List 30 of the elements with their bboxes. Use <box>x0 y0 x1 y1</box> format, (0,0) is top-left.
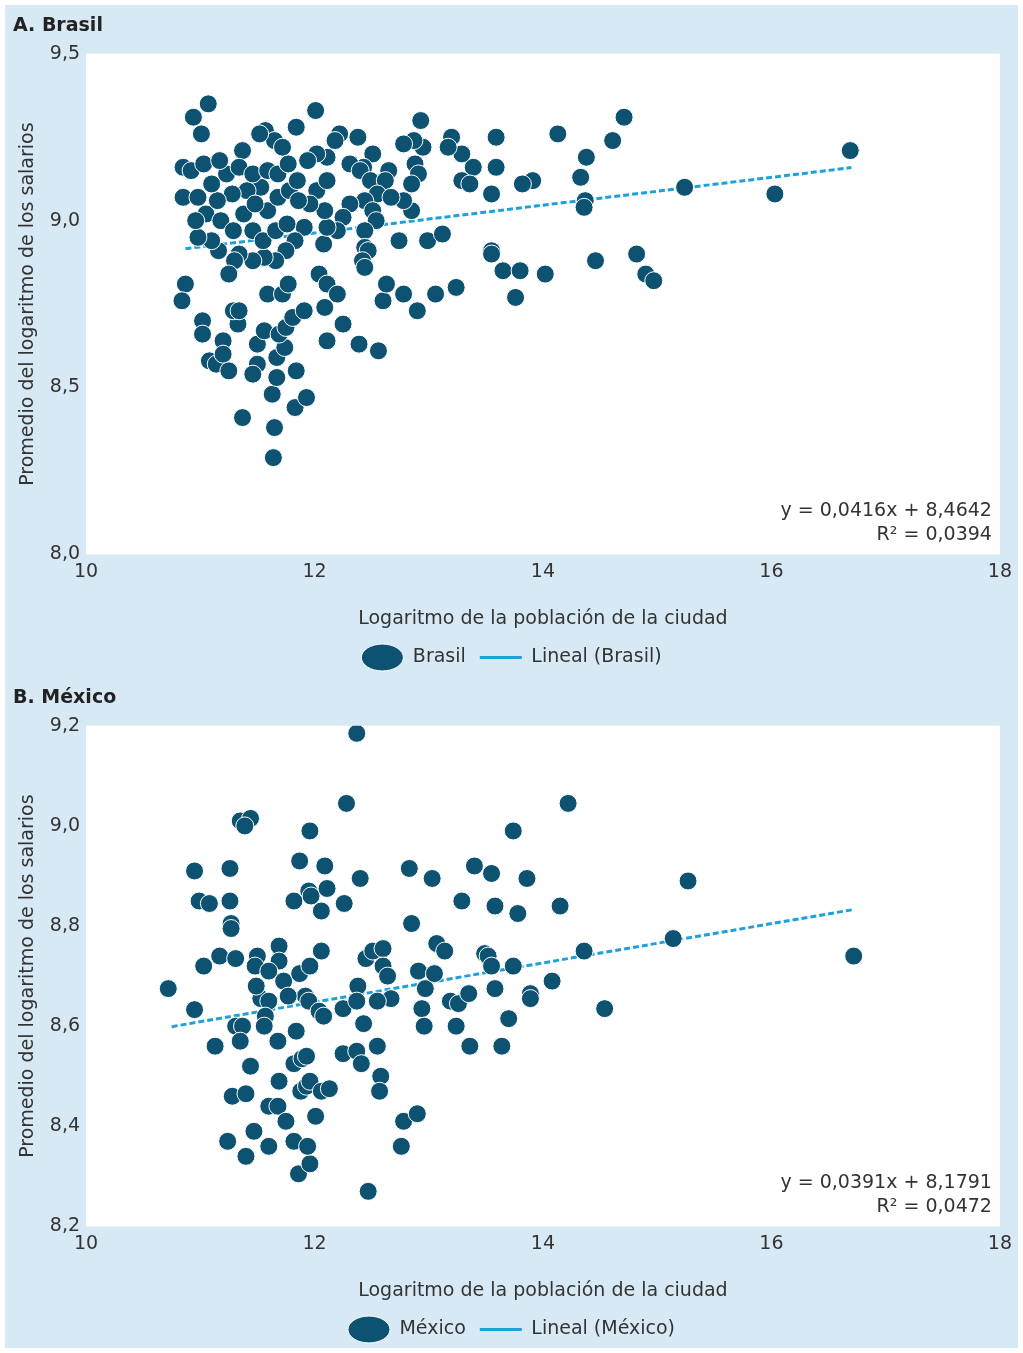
x-tick-label: 14 <box>530 1230 556 1253</box>
y-tick-label: 9,5 <box>49 40 81 63</box>
legend-label: México <box>399 1316 466 1339</box>
y-tick-label: 9,0 <box>49 207 81 230</box>
y-tick-label: 8,4 <box>49 1113 81 1136</box>
y-tick-label: 8,6 <box>49 1013 81 1036</box>
annotation: y = 0,0416x + 8,4642 <box>780 498 992 521</box>
y-tick-label: 9,0 <box>49 812 81 835</box>
annotation: y = 0,0391x + 8,1791 <box>780 1170 992 1193</box>
y-tick-label: 9,2 <box>49 712 81 735</box>
x-tick-label: 12 <box>302 1230 327 1253</box>
annotation: R² = 0,0394 <box>876 522 992 545</box>
y-tick-label: 8,8 <box>49 912 81 935</box>
x-tick-label: 16 <box>759 558 784 581</box>
x-tick-label: 14 <box>530 558 556 581</box>
y-axis-title: Promedio del logaritmo de los salarios <box>15 122 38 486</box>
annotation: R² = 0,0472 <box>876 1194 992 1217</box>
x-axis-title: Logaritmo de la población de la ciudad <box>358 605 728 628</box>
y-axis-title: Promedio del logaritmo de los salarios <box>15 794 38 1158</box>
x-tick-label: 16 <box>759 1230 784 1253</box>
chart-title: A. Brasil <box>13 13 103 36</box>
x-axis-title: Logaritmo de la población de la ciudad <box>358 1277 728 1300</box>
legend-label: Lineal (México) <box>531 1316 676 1339</box>
x-tick-label: 18 <box>987 1230 1013 1253</box>
x-tick-label: 12 <box>302 558 327 581</box>
legend-label: Brasil <box>412 644 466 667</box>
chart-title: B. México <box>13 685 117 708</box>
y-tick-label: 8,5 <box>49 374 81 397</box>
x-tick-label: 18 <box>987 558 1013 581</box>
legend-label: Lineal (Brasil) <box>531 644 662 667</box>
